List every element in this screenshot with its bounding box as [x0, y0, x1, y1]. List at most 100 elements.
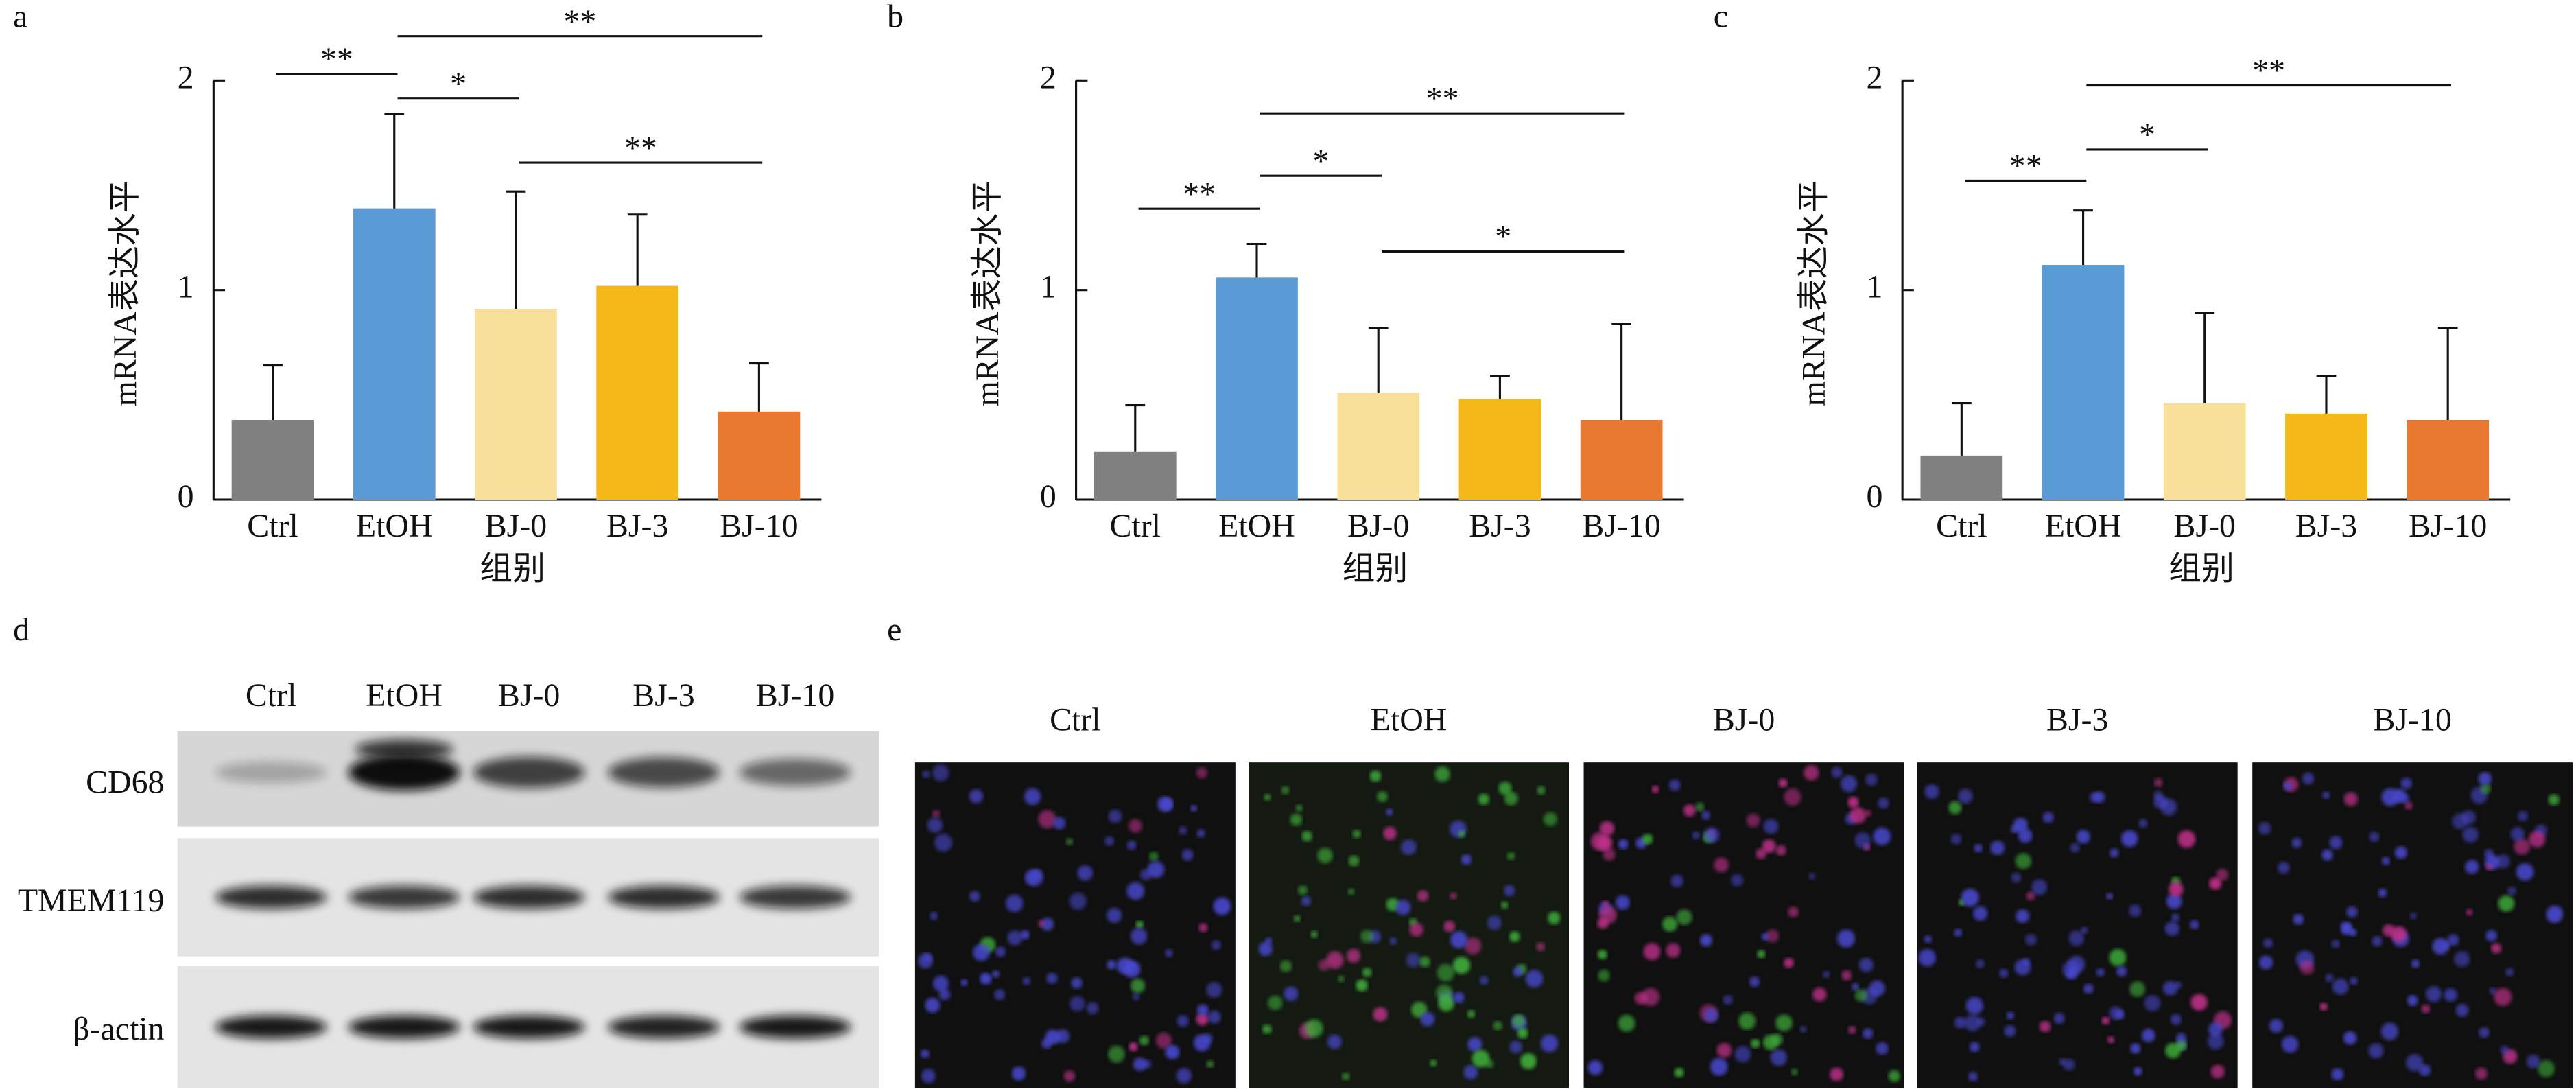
error-bar	[1246, 242, 1267, 278]
cell	[1603, 847, 1616, 861]
cell	[2190, 994, 2208, 1011]
cell	[2070, 843, 2080, 853]
cell	[2101, 1016, 2110, 1025]
cell	[1804, 765, 1819, 781]
cell	[2269, 1018, 2284, 1033]
bar	[2407, 419, 2490, 500]
bar	[1920, 455, 2003, 500]
blot-band	[473, 756, 585, 788]
cell	[1386, 808, 1393, 816]
blot-band	[215, 885, 327, 909]
cell	[1160, 798, 1173, 811]
x-tick-label: BJ-10	[1582, 508, 1660, 544]
error-bar	[2195, 312, 2215, 403]
cell	[2444, 988, 2457, 1002]
cell	[2507, 886, 2516, 895]
cell	[1130, 928, 1148, 945]
cell	[1487, 915, 1502, 930]
cell	[1548, 911, 1561, 925]
row-label: β-actin	[73, 1011, 164, 1047]
cell	[1326, 951, 1344, 969]
cell	[1865, 773, 1878, 786]
cell	[2517, 810, 2528, 821]
cell	[1965, 997, 1983, 1015]
x-axis-label: 组别	[1343, 550, 1408, 587]
cell	[932, 975, 949, 992]
cell	[922, 770, 930, 778]
cell	[2144, 995, 2161, 1011]
cell	[1360, 930, 1374, 944]
cell	[1738, 1012, 1756, 1030]
cell	[2491, 943, 2502, 954]
x-tick-label: Ctrl	[1110, 508, 1161, 544]
cell	[2016, 909, 2030, 923]
cell	[2109, 949, 2127, 967]
cell	[2216, 868, 2229, 881]
cell	[1840, 775, 1858, 793]
image-label: EtOH	[1371, 702, 1447, 738]
cell	[2142, 1029, 2155, 1042]
cell	[1268, 995, 1283, 1011]
x-axis-label: 组别	[480, 550, 545, 587]
bar	[1337, 393, 1420, 500]
cell	[2489, 987, 2497, 995]
cell	[1888, 1070, 1900, 1082]
cell	[1694, 802, 1705, 812]
significance-label: **	[624, 130, 657, 166]
cell	[1961, 889, 1979, 907]
cell	[1973, 906, 1988, 921]
fluorescence-image	[914, 762, 1236, 1088]
cell	[2498, 895, 2515, 912]
cell	[1990, 841, 2005, 856]
cell	[1450, 892, 1457, 900]
row-label: CD68	[86, 764, 164, 801]
cell	[2426, 986, 2442, 1003]
cell	[2282, 1035, 2299, 1053]
y-tick-label: 2	[178, 59, 194, 95]
cell	[1176, 1068, 1192, 1084]
cell	[930, 911, 938, 920]
significance-label: **	[1426, 80, 1459, 117]
cell	[2485, 930, 2498, 941]
cell	[2394, 846, 2407, 859]
cell	[1130, 978, 1146, 993]
cell	[1347, 888, 1355, 895]
blot-band	[348, 754, 460, 791]
image-label: BJ-0	[1713, 702, 1775, 738]
cell	[1024, 870, 1039, 885]
cell	[1701, 810, 1711, 820]
cell	[1461, 854, 1472, 865]
cell	[2121, 830, 2138, 847]
cell	[2404, 801, 2413, 810]
cell	[2478, 772, 2492, 786]
cell	[1641, 987, 1660, 1006]
image-label: BJ-10	[2374, 702, 2452, 738]
cell	[1597, 950, 1607, 960]
cell	[2208, 1033, 2224, 1050]
cell	[1950, 834, 1962, 845]
cell	[1406, 952, 1421, 968]
cell	[1458, 830, 1465, 838]
cell	[1731, 874, 1743, 887]
cell	[1808, 873, 1816, 880]
cell	[2406, 1054, 2424, 1072]
cell	[2538, 1059, 2555, 1077]
cell	[1716, 1042, 1732, 1058]
cell	[1464, 937, 1482, 955]
cell	[2162, 981, 2178, 996]
cell	[1373, 1007, 1388, 1022]
cell	[2331, 939, 2340, 948]
cell	[925, 998, 941, 1013]
cell	[2368, 1043, 2384, 1059]
cell	[1126, 882, 1145, 900]
cell	[1453, 992, 1465, 1003]
cell	[969, 891, 980, 902]
cell	[2115, 1009, 2125, 1020]
cell	[1598, 906, 1617, 924]
cell	[2494, 987, 2512, 1006]
cell	[1006, 894, 1024, 913]
cell	[2083, 983, 2094, 994]
cell	[2411, 959, 2420, 968]
cell	[1831, 766, 1843, 778]
